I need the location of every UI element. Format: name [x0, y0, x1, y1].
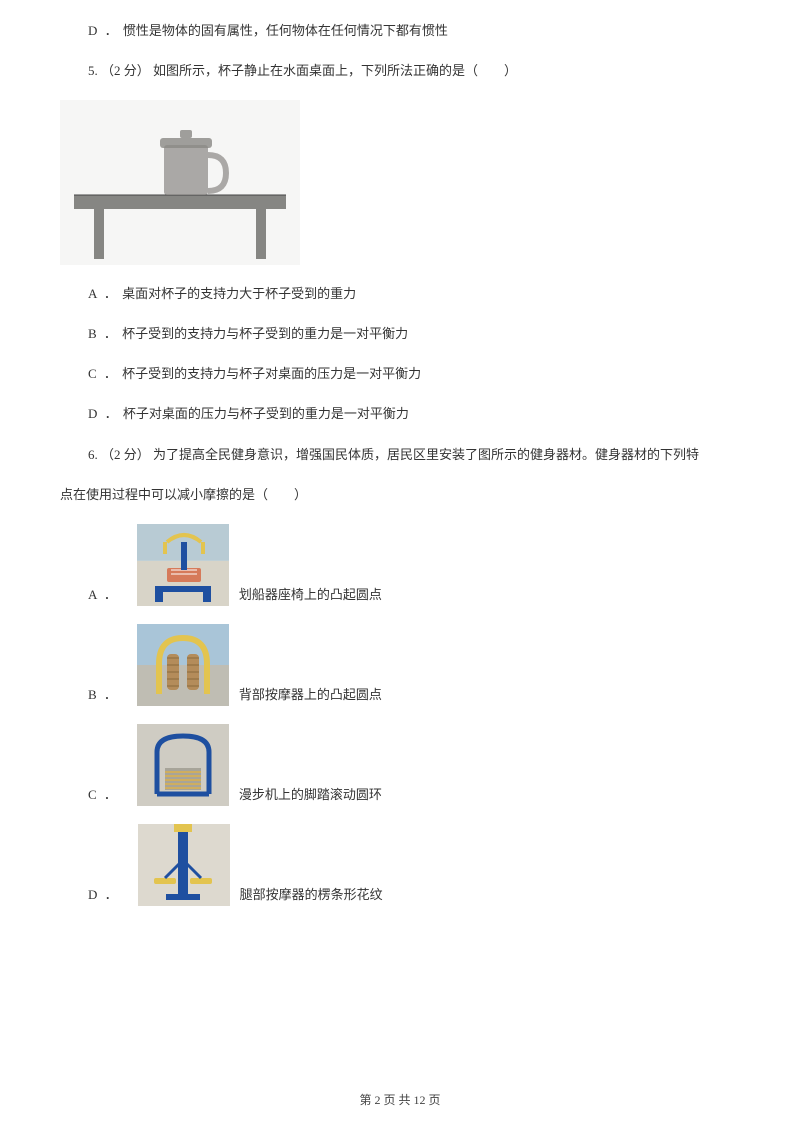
q5-option-c: C ． 杯子受到的支持力与杯子对桌面的压力是一对平衡力	[60, 363, 740, 385]
option-letter: D ．	[88, 884, 120, 906]
rowing-machine-icon	[137, 524, 229, 606]
back-massager-icon	[137, 624, 229, 706]
option-text: 划船器座椅上的凸起圆点	[239, 584, 382, 606]
option-text: 桌面对杯子的支持力大于杯子受到的重力	[122, 286, 356, 301]
q6-stem-line2: 点在使用过程中可以减小摩擦的是（ ）	[60, 484, 740, 506]
cup-on-table-diagram	[60, 100, 300, 265]
question-number: 6.	[88, 447, 98, 462]
option-text: 杯子受到的支持力与杯子受到的重力是一对平衡力	[122, 326, 408, 341]
q6-option-c: C ． 漫步机上的脚踏滚动圆环	[60, 724, 740, 806]
rowing-machine-thumb	[137, 524, 229, 606]
walker-thumb	[137, 724, 229, 806]
q5-stem: 5. （2 分） 如图所示，杯子静止在水面桌面上，下列所法正确的是（ ）	[60, 60, 740, 82]
back-massager-thumb	[137, 624, 229, 706]
q5-figure	[60, 100, 740, 265]
question-text: 点在使用过程中可以减小摩擦的是（ ）	[60, 487, 307, 502]
question-points: （2 分）	[101, 63, 150, 78]
option-letter: C ．	[88, 366, 119, 381]
page-number: 第 2 页 共 12 页	[359, 1093, 440, 1107]
q6-stem-line1: 6. （2 分） 为了提高全民健身意识，增强国民体质，居民区里安装了图所示的健身…	[60, 444, 740, 466]
leg-massager-thumb	[138, 824, 230, 906]
option-text: 杯子对桌面的压力与杯子受到的重力是一对平衡力	[123, 406, 409, 421]
option-letter: A ．	[88, 286, 119, 301]
q4-option-d: D ． 惯性是物体的固有属性，任何物体在任何情况下都有惯性	[60, 20, 740, 42]
option-letter: B ．	[88, 684, 119, 706]
option-text: 惯性是物体的固有属性，任何物体在任何情况下都有惯性	[123, 23, 448, 38]
question-number: 5.	[88, 63, 98, 78]
question-text: 为了提高全民健身意识，增强国民体质，居民区里安装了图所示的健身器材。健身器材的下…	[153, 447, 699, 462]
q6-option-b: B ． 背部按摩器上的凸起圆点	[60, 624, 740, 706]
leg-massager-icon	[138, 824, 230, 906]
walker-icon	[137, 724, 229, 806]
question-points: （2 分）	[101, 447, 150, 462]
option-text: 背部按摩器上的凸起圆点	[239, 684, 382, 706]
option-letter: A ．	[88, 584, 119, 606]
question-text: 如图所示，杯子静止在水面桌面上，下列所法正确的是（ ）	[153, 63, 517, 78]
option-text: 腿部按摩器的楞条形花纹	[240, 884, 383, 906]
option-text: 杯子受到的支持力与杯子对桌面的压力是一对平衡力	[122, 366, 421, 381]
q6-option-d: D ． 腿部按摩器的楞条形花纹	[60, 824, 740, 906]
option-letter: D ．	[88, 406, 120, 421]
q5-option-a: A ． 桌面对杯子的支持力大于杯子受到的重力	[60, 283, 740, 305]
page-footer: 第 2 页 共 12 页	[0, 1090, 800, 1110]
option-letter: C ．	[88, 784, 119, 806]
q5-option-d: D ． 杯子对桌面的压力与杯子受到的重力是一对平衡力	[60, 403, 740, 425]
option-letter: B ．	[88, 326, 119, 341]
q6-option-a: A ． 划船器座椅上的凸起圆点	[60, 524, 740, 606]
option-text: 漫步机上的脚踏滚动圆环	[239, 784, 382, 806]
option-letter: D ．	[88, 23, 120, 38]
q5-option-b: B ． 杯子受到的支持力与杯子受到的重力是一对平衡力	[60, 323, 740, 345]
